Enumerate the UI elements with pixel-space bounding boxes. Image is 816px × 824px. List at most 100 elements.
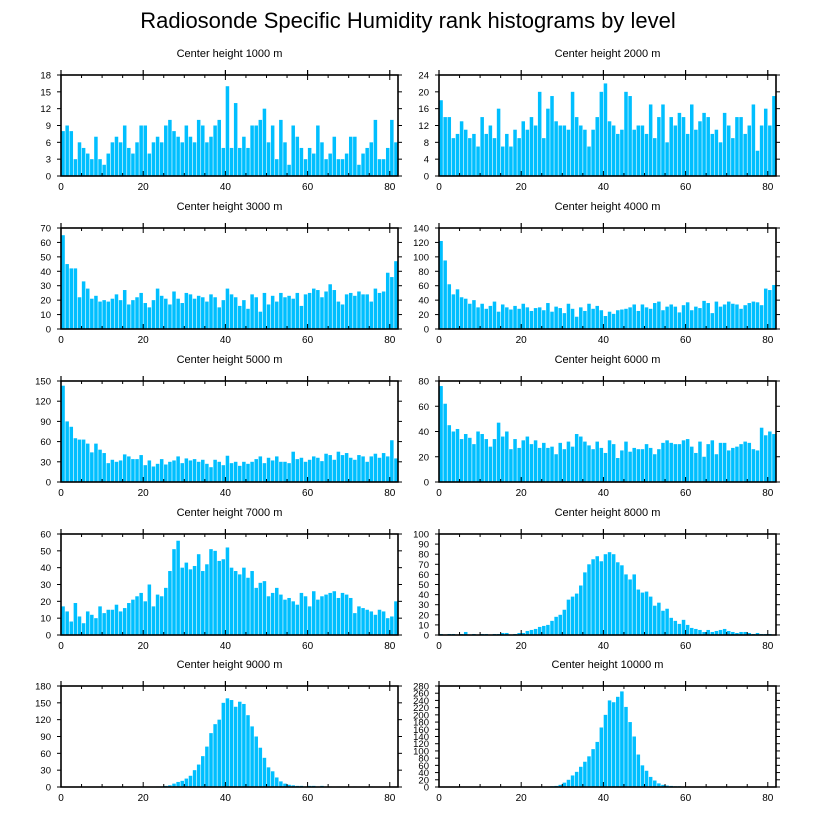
histogram-bar (242, 567, 246, 635)
y-tick-label: 3 (46, 155, 51, 166)
histogram-bar (279, 292, 283, 329)
histogram-bar (722, 442, 727, 482)
histogram-bar (139, 125, 143, 176)
histogram-bar (344, 294, 349, 329)
y-tick-label: 120 (413, 238, 429, 249)
histogram-bar (196, 554, 201, 635)
histogram-bar (455, 133, 460, 176)
histogram-bar (246, 715, 250, 787)
histogram-bar (73, 159, 78, 176)
histogram-bar (772, 96, 776, 176)
histogram-bar (570, 308, 575, 329)
histogram-bar (546, 303, 550, 329)
histogram-bar (714, 129, 719, 176)
histogram-bar (77, 142, 82, 176)
histogram-bar (443, 117, 447, 176)
y-tick-label: 0 (424, 325, 429, 336)
histogram-bar (270, 592, 275, 635)
y-tick-label: 0 (46, 631, 51, 642)
histogram-bar (521, 303, 526, 329)
histogram-bar (624, 91, 628, 176)
histogram-bar (521, 440, 526, 482)
histogram-bar (579, 766, 583, 787)
histogram-bar (603, 83, 608, 176)
histogram-bar (303, 461, 308, 482)
x-tick-label: 40 (598, 182, 610, 193)
histogram-bar (583, 572, 587, 635)
x-tick-label: 20 (516, 335, 528, 346)
histogram-bar (439, 240, 443, 329)
histogram-bar (348, 457, 353, 482)
histogram-bar (159, 459, 164, 482)
histogram-bar (533, 308, 538, 329)
histogram-bar (143, 303, 148, 329)
histogram-bar (714, 454, 719, 482)
histogram-bar (151, 142, 156, 176)
histogram-bar (217, 719, 221, 787)
histogram-bar (270, 460, 275, 482)
histogram-bar (591, 449, 595, 482)
histogram-bar (320, 142, 324, 176)
plot-frame (60, 227, 399, 330)
histogram-bar (340, 455, 345, 482)
histogram-bar (287, 597, 291, 635)
histogram-bar (546, 447, 550, 482)
y-tick-label: 20 (418, 610, 429, 621)
histogram-bar (706, 117, 710, 176)
histogram-bar (476, 146, 480, 176)
histogram-bar (324, 453, 328, 482)
histogram-bar (628, 579, 632, 635)
histogram-bar (229, 294, 234, 329)
histogram-bar (542, 625, 546, 635)
histogram-bar (632, 304, 636, 329)
histogram-bar (229, 463, 234, 482)
histogram-bar (254, 459, 258, 482)
histogram-bar (533, 125, 538, 176)
histogram-bar (94, 136, 98, 176)
histogram-bar (262, 463, 267, 482)
histogram-bar (127, 147, 131, 176)
y-tick-label: 150 (35, 698, 51, 709)
histogram-bar (550, 96, 554, 176)
histogram-bar (299, 457, 304, 482)
histogram-bar (155, 594, 160, 635)
histogram-bar (488, 446, 493, 482)
y-tick-label: 40 (418, 590, 429, 601)
histogram-bar (558, 442, 562, 482)
y-tick-label: 80 (418, 377, 429, 388)
histogram-bar (640, 765, 645, 787)
histogram-bar (611, 554, 616, 635)
histogram-bar (624, 441, 628, 482)
histogram-bar (168, 785, 172, 787)
histogram-bar (599, 561, 604, 635)
histogram-bar (287, 463, 291, 482)
histogram-bar (205, 564, 209, 635)
histogram-bar (476, 431, 480, 482)
histogram-bar (702, 631, 706, 635)
histogram-bar (661, 610, 665, 635)
panel-title: Center height 1000 m (177, 48, 283, 60)
histogram-bar (743, 441, 747, 482)
x-tick-label: 40 (220, 335, 232, 346)
x-tick-label: 0 (436, 488, 442, 499)
histogram-bar (558, 784, 562, 787)
histogram-bar (385, 456, 390, 482)
histogram-bar (221, 300, 226, 329)
histogram-bar (114, 461, 119, 482)
y-tick-label: 30 (418, 600, 429, 611)
x-tick-label: 20 (138, 182, 150, 193)
histogram-bar (188, 460, 193, 482)
histogram-bar (669, 304, 673, 329)
y-tick-label: 40 (418, 296, 429, 307)
histogram-bar (468, 437, 472, 482)
y-tick-label: 20 (418, 775, 429, 786)
histogram-bar (118, 142, 123, 176)
histogram-bar (324, 291, 328, 329)
histogram-bar (246, 147, 250, 176)
histogram-bar (673, 444, 678, 483)
histogram-bar (275, 587, 279, 635)
histogram-bar (546, 108, 550, 176)
histogram-bar (147, 153, 152, 176)
histogram-bar (669, 117, 673, 176)
histogram-bar (747, 632, 752, 635)
